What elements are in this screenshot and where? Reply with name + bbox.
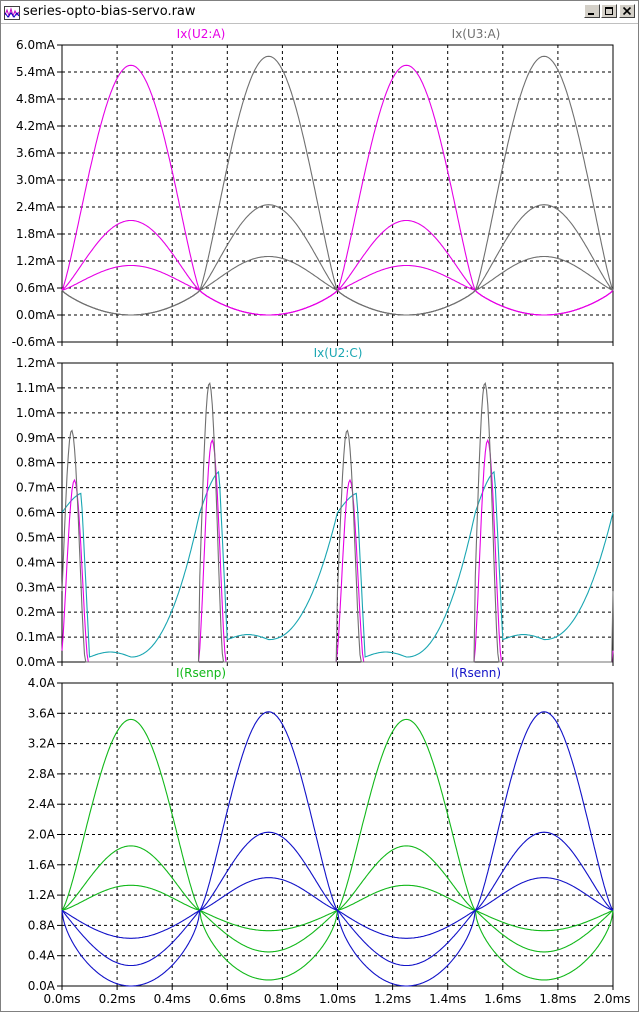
series-line-ix-u2-c- [61, 470, 614, 658]
title-bar[interactable]: series-opto-bias-servo.raw [1, 1, 638, 24]
y-tick-label: 4.2mA [16, 119, 56, 133]
y-tick-label: 2.0A [28, 828, 56, 842]
y-tick-label: -0.6mA [12, 335, 56, 349]
legend-label[interactable]: Ix(U3:A) [452, 27, 501, 41]
chart-pane-1[interactable]: 6.0mA 5.4mA 4.8mA 4.2mA 3.6mA 3.0mA 2.4mA 1.8mA… [12, 27, 614, 349]
y-tick-label: 1.2mA [16, 254, 56, 268]
legend-label[interactable]: Ix(U2:A) [177, 27, 226, 41]
y-tick-label: 0.8A [28, 918, 56, 932]
y-tick-label: 0.5mA [16, 530, 56, 544]
y-tick-label: 2.4mA [16, 200, 56, 214]
x-tick-label: 1.2ms [374, 992, 411, 1006]
x-tick-label: 0.8ms [264, 992, 301, 1006]
y-tick-label: 1.8mA [16, 227, 56, 241]
close-button[interactable] [619, 4, 635, 18]
y-tick-label: 5.4mA [16, 65, 56, 79]
x-tick-label: 0.4ms [154, 992, 191, 1006]
y-tick-label: 1.2mA [16, 356, 56, 370]
y-tick-label: 0.2mA [16, 605, 56, 619]
x-tick-label: 0.6ms [209, 992, 246, 1006]
y-tick-label: 0.6mA [16, 281, 56, 295]
minimize-icon [588, 13, 594, 15]
y-tick-label: 3.6mA [16, 146, 56, 160]
chart-pane-3[interactable]: 4.0A 3.6A 3.2A 2.8A 2.4A 2.0A 1.6A 1.2A 0.8A 0.4A… [28, 666, 614, 993]
x-tick-label: 1.4ms [429, 992, 466, 1006]
series-line-unnamed-2 [61, 381, 614, 663]
y-tick-label: 2.8A [28, 767, 56, 781]
y-tick-label: 0.7mA [16, 481, 56, 495]
chart-pane-2[interactable]: 1.2mA 1.1mA 1.0mA 0.9mA 0.8mA 0.7mA 0.6mA 0.5mA… [16, 346, 614, 669]
window-title: series-opto-bias-servo.raw [23, 4, 196, 19]
waveform-icon [4, 5, 20, 20]
maximize-icon [605, 7, 613, 15]
minimize-button[interactable] [584, 4, 600, 18]
legend-label[interactable]: I(Rsenn) [451, 666, 501, 680]
y-tick-label: 1.2A [28, 888, 56, 902]
x-tick-label: 0.0ms [43, 992, 80, 1006]
y-tick-label: 4.0A [28, 676, 56, 690]
y-tick-label: 0.4mA [16, 555, 56, 569]
y-tick-label: 3.2A [28, 737, 56, 751]
x-tick-label: 1.8ms [539, 992, 576, 1006]
y-tick-label: 0.0mA [16, 655, 56, 669]
y-tick-label: 3.0mA [16, 173, 56, 187]
y-tick-label: 1.1mA [16, 381, 56, 395]
y-tick-label: 0.0A [28, 979, 56, 993]
y-tick-label: 4.8mA [16, 92, 56, 106]
y-tick-label: 6.0mA [16, 38, 56, 52]
y-tick-label: 0.4A [28, 949, 56, 963]
waveform-plot[interactable]: 6.0mA 5.4mA 4.8mA 4.2mA 3.6mA 3.0mA 2.4mA 1.8mA… [1, 24, 638, 1012]
y-tick-label: 0.0mA [16, 308, 56, 322]
x-tick-label: 1.0ms [319, 992, 356, 1006]
maximize-button[interactable] [601, 4, 617, 18]
y-tick-label: 1.6A [28, 858, 56, 872]
y-tick-label: 3.6A [28, 706, 56, 720]
series-line-i-rsenn- [61, 877, 614, 939]
x-tick-label: 1.6ms [484, 992, 521, 1006]
y-tick-label: 0.6mA [16, 506, 56, 520]
y-tick-label: 0.8mA [16, 456, 56, 470]
series-line-ix-u3-a- [61, 255, 614, 316]
legend-label[interactable]: Ix(U2:C) [314, 346, 363, 360]
x-axis: 0.0ms 0.2ms 0.4ms 0.6ms 0.8ms 1.0ms 1.2ms 1.4ms… [43, 992, 630, 1006]
legend-label[interactable]: I(Rsenp) [176, 666, 226, 680]
close-icon [622, 6, 632, 16]
y-tick-label: 0.9mA [16, 431, 56, 445]
y-tick-label: 1.0mA [16, 406, 56, 420]
y-tick-label: 0.3mA [16, 580, 56, 594]
y-tick-label: 2.4A [28, 797, 56, 811]
x-tick-label: 2.0ms [593, 992, 630, 1006]
y-tick-label: 0.1mA [16, 630, 56, 644]
x-tick-label: 0.2ms [99, 992, 136, 1006]
